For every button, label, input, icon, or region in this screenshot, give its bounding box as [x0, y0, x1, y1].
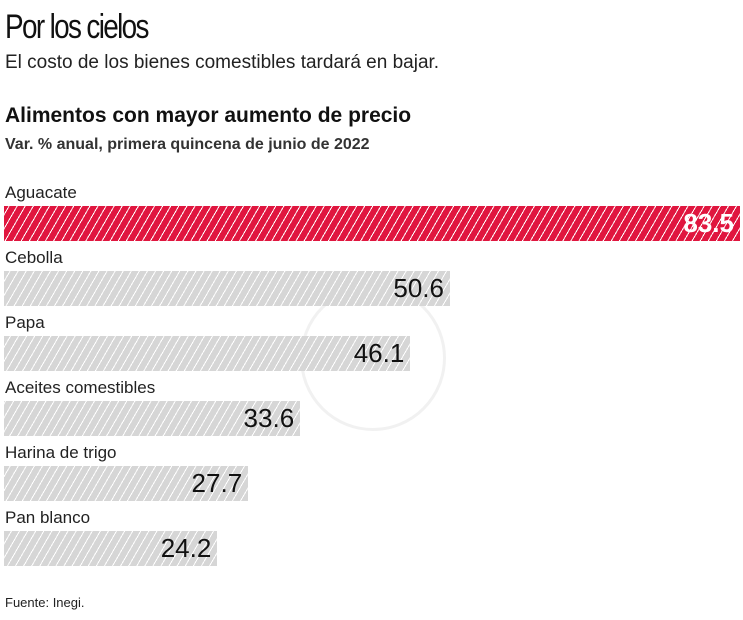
bar: 33.6: [4, 401, 301, 436]
category-label: Aguacate: [5, 183, 77, 202]
value-label: 27.7: [191, 468, 243, 498]
value-label: 33.6: [243, 403, 295, 433]
category-label: Papa: [5, 313, 45, 332]
chart-title: Alimentos con mayor aumento de precio: [5, 104, 412, 127]
bar: 46.1: [4, 336, 411, 371]
value-label: 83.5: [683, 208, 734, 238]
value-label: 46.1: [353, 338, 405, 368]
category-label: Pan blanco: [5, 508, 91, 527]
bar: 83.5: [4, 206, 740, 241]
value-label: 24.2: [160, 533, 212, 563]
page-title: Por los cielos: [5, 8, 149, 46]
source-note: Fuente: Inegi.: [5, 595, 85, 610]
page-subtitle: El costo de los bienes comestibles tarda…: [5, 52, 440, 73]
category-label: Cebolla: [5, 248, 63, 267]
category-label: Harina de trigo: [5, 443, 117, 462]
bar: 24.2: [4, 531, 218, 566]
bar: 27.7: [4, 466, 249, 501]
value-label: 50.6: [393, 273, 444, 303]
bar: 50.6: [4, 271, 450, 306]
category-label: Aceites comestibles: [5, 378, 156, 397]
chart-subtitle: Var. % anual, primera quincena de junio …: [5, 136, 370, 153]
